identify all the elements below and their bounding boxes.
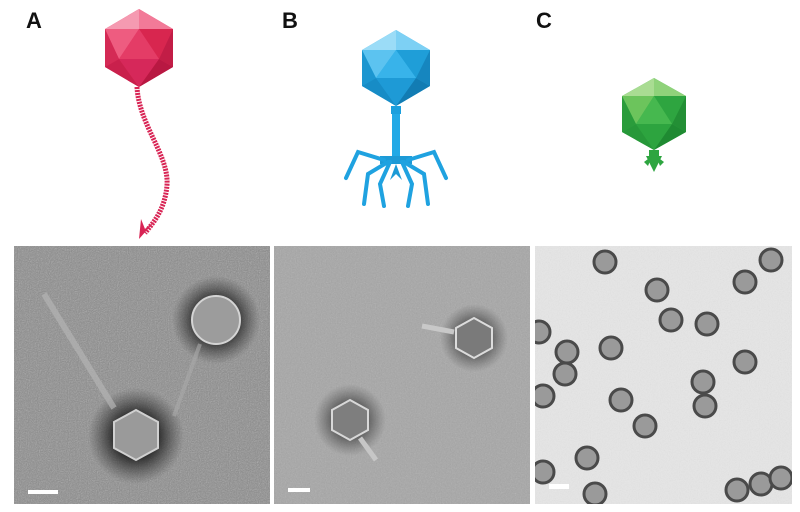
tail-icon: [644, 150, 664, 172]
phage-particle: [421, 316, 493, 360]
tail-icon: [380, 106, 412, 180]
panel-label-a: A: [26, 8, 42, 33]
phage-c-cartoon: [622, 78, 686, 172]
tail-fiber-icon: [344, 149, 448, 208]
tail-icon: [134, 86, 170, 239]
phage-particle: [172, 295, 241, 417]
icosahedral-capsid-icon: [622, 78, 686, 150]
scale-bar: [549, 484, 569, 489]
icosahedral-capsid-icon: [105, 9, 173, 87]
micrograph-c: [535, 246, 792, 504]
phage-a-cartoon: [105, 9, 173, 239]
phage-b-cartoon: [344, 30, 448, 208]
scale-bar: [28, 490, 58, 494]
panel-label-b: B: [282, 8, 298, 33]
micrograph-b: [274, 246, 530, 504]
icosahedral-capsid-icon: [362, 30, 430, 106]
phage-particle: [331, 398, 379, 462]
micrograph-a: [14, 246, 270, 504]
panel-label-c: C: [536, 8, 552, 33]
phage-particle: [41, 292, 159, 462]
phage-particle-cluster: [535, 247, 792, 504]
scale-bar: [288, 488, 310, 492]
